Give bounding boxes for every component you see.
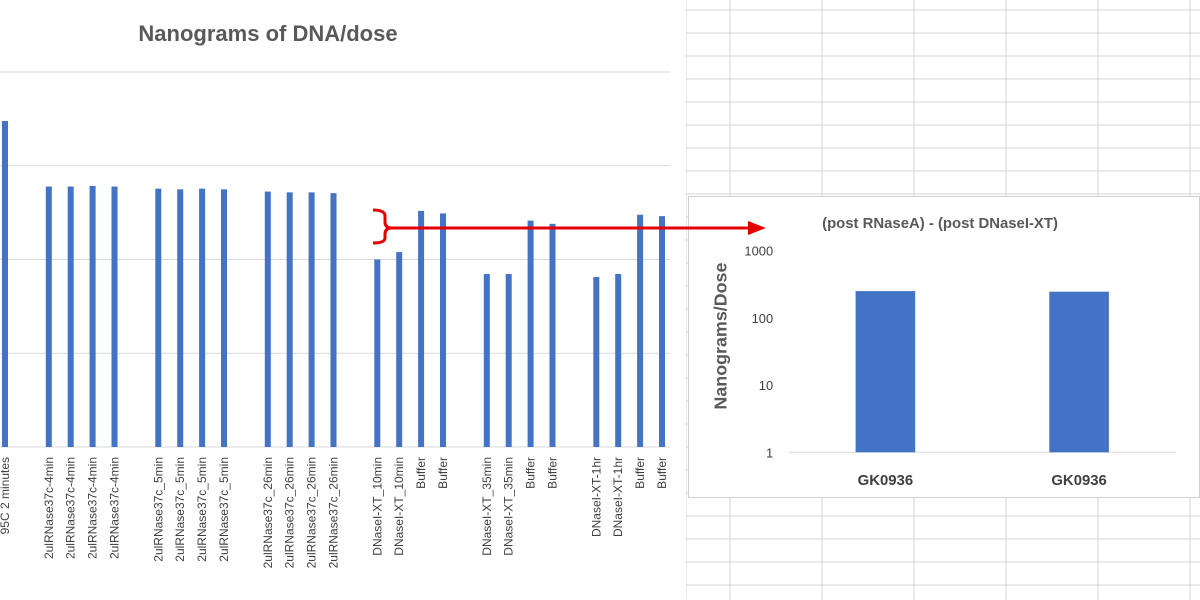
main-x-tick-label: 2ulRNase37c_26min: [305, 457, 319, 568]
inset-bar: [1049, 291, 1109, 453]
main-bar: [593, 277, 600, 447]
main-x-tick-label: 2ulRNase37c_5min: [173, 457, 187, 562]
main-x-tick-label: Buffer: [546, 457, 560, 489]
main-x-tick-label: DNaseI-XT-1hr: [589, 457, 603, 537]
main-bar: [527, 220, 534, 447]
main-bar: [2, 121, 8, 447]
main-bar: [505, 274, 512, 447]
main-x-tick-label: 2ulRNase37c-4min: [64, 457, 78, 559]
main-bar: [418, 210, 425, 447]
main-bar: [330, 193, 337, 447]
main-x-tick-label: 2ulRNase37c-4min: [86, 457, 100, 559]
inset-x-tick-label: GK0936: [1051, 473, 1106, 489]
main-x-tick-label: Buffer: [655, 457, 669, 489]
main-x-tick-label: Buffer: [633, 457, 647, 489]
inset-y-tick-label: 10: [759, 378, 773, 393]
inset-chart-title: (post RNaseA) - (post DNaseI-XT): [822, 216, 1058, 232]
main-x-tick-label: 2ulRNase37c_5min: [195, 457, 209, 562]
inset-y-tick-label: 100: [752, 311, 774, 326]
main-x-tick-label: Buffer: [414, 457, 428, 489]
main-x-tick-label: 95C 2 minutes: [0, 457, 12, 534]
main-x-tick-label: DNaseI-XT-1hr: [611, 457, 625, 537]
main-x-tick-label: DNaseI-XT_10min: [392, 457, 406, 556]
main-x-tick-label: DNaseI-XT_10min: [370, 457, 384, 556]
main-bar: [396, 252, 403, 447]
main-x-tick-label: 2ulRNase37c_26min: [261, 457, 275, 568]
main-bar: [637, 214, 644, 447]
inset-y-axis-label: Nanograms/Dose: [710, 263, 730, 410]
main-x-tick-label: DNaseI-XT_35min: [502, 457, 516, 556]
main-bar: [483, 274, 490, 447]
main-bar-chart: Nanograms of DNA/dose 95C 2 minutes 2ulRN…: [0, 21, 670, 569]
main-bar: [155, 188, 162, 448]
main-bar: [221, 189, 227, 448]
main-bar: [111, 186, 118, 447]
main-bar: [89, 185, 96, 448]
main-x-tick-label: 2ulRNase37c_5min: [217, 457, 231, 562]
main-x-tick-label: Buffer: [524, 457, 538, 489]
main-bar: [199, 188, 206, 448]
main-x-tick-label: 2ulRNase37c_26min: [327, 457, 341, 568]
main-bar: [45, 186, 52, 447]
main-bar: [440, 213, 446, 447]
inset-bar-chart: (post RNaseA) - (post DNaseI-XT) Nanogra…: [688, 196, 1200, 498]
main-x-tick-label: 2ulRNase37c_5min: [151, 457, 165, 562]
main-bar: [67, 186, 74, 447]
main-bar: [549, 223, 556, 447]
main-bar: [615, 274, 622, 447]
main-bar: [374, 259, 381, 447]
main-x-tick-label: DNaseI-XT_35min: [480, 457, 494, 556]
main-bar: [659, 216, 665, 447]
main-x-tick-label: Buffer: [436, 457, 450, 489]
main-chart-title: Nanograms of DNA/dose: [138, 21, 397, 46]
inset-y-tick-label: 1000: [744, 244, 773, 259]
inset-x-tick-label: GK0936: [858, 473, 913, 489]
main-x-tick-label: 2ulRNase37c-4min: [42, 457, 56, 559]
main-bar: [308, 192, 315, 447]
inset-y-tick-label: 1: [766, 445, 773, 460]
main-x-tick-label: 2ulRNase37c-4min: [108, 457, 122, 559]
main-x-tick-label: 2ulRNase37c_26min: [283, 457, 297, 568]
inset-bar: [855, 291, 916, 453]
main-bar: [177, 189, 184, 448]
main-bar: [264, 191, 271, 447]
main-bar: [286, 192, 293, 447]
